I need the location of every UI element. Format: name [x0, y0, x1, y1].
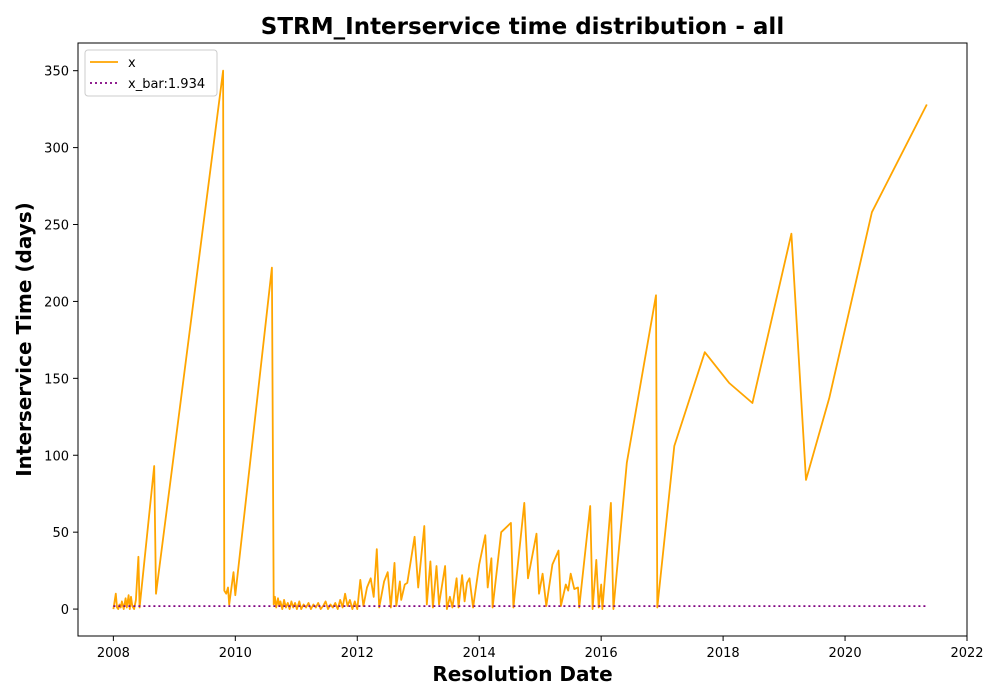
x-tick-label: 2008 [97, 646, 130, 661]
y-tick-label: 150 [44, 372, 69, 387]
x-tick-label: 2022 [950, 646, 983, 661]
series-group [112, 69, 928, 610]
y-tick-label: 200 [44, 295, 69, 310]
y-tick-label: 250 [44, 219, 69, 234]
x-tick-label: 2016 [585, 646, 618, 661]
y-axis-title: Interservice Time (days) [12, 202, 36, 477]
x-tick-label: 2010 [219, 646, 252, 661]
x-tick-label: 2018 [707, 646, 740, 661]
legend-label-x: x [128, 56, 136, 71]
legend-label-x-bar: x_bar:1.934 [128, 77, 205, 92]
y-tick-label: 0 [61, 603, 69, 618]
y-tick-label: 300 [44, 142, 69, 157]
y-tick-label: 100 [44, 449, 69, 464]
series-line-x [112, 69, 928, 610]
x-axis-title: Resolution Date [432, 662, 612, 686]
plot-frame [77, 42, 968, 637]
legend: x x_bar:1.934 [84, 49, 218, 97]
y-tick-label: 50 [52, 526, 69, 541]
y-tick-label: 350 [44, 65, 69, 80]
chart-title: STRM_Interservice time distribution - al… [261, 14, 784, 40]
x-tick-label: 2014 [463, 646, 496, 661]
x-tick-label: 2020 [829, 646, 862, 661]
x-tick-label: 2012 [341, 646, 374, 661]
plot-area: 2008 2010 2012 2014 2016 2018 2020 2022 0 50 100 15… [44, 42, 984, 661]
